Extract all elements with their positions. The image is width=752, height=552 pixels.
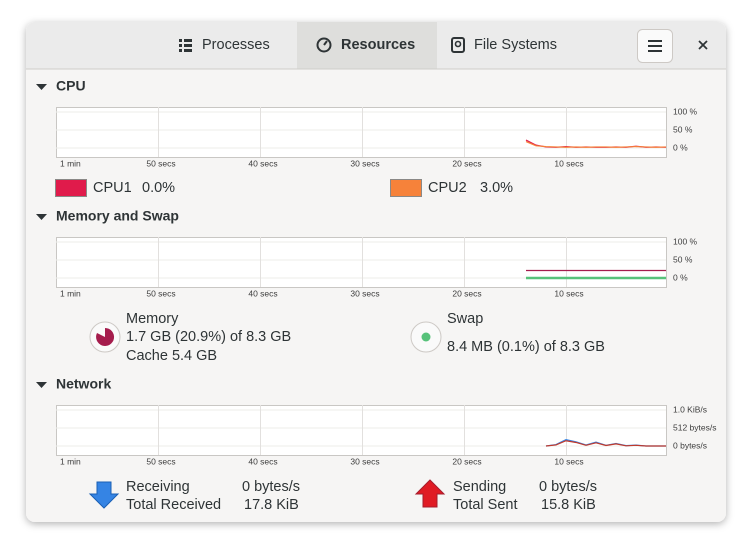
section-title: Memory and Swap (56, 208, 179, 224)
time-label: 1 min (60, 456, 81, 466)
time-label: 50 secs (146, 158, 175, 168)
tab[interactable]: Resources (341, 37, 415, 53)
cpu-usage: 3.0% (480, 180, 513, 196)
time-label: 30 secs (350, 288, 379, 298)
sending-rate: 0 bytes/s (539, 479, 597, 495)
series-line (525, 140, 667, 148)
active-tab-background (297, 22, 437, 69)
time-label: 20 secs (452, 158, 481, 168)
expander[interactable] (36, 382, 47, 388)
total-sent-label: Total Sent (453, 497, 518, 513)
memory-usage: 1.7 GB (20.9%) of 8.3 GB (126, 329, 291, 345)
time-label: 40 secs (248, 288, 277, 298)
time-label: 20 secs (452, 288, 481, 298)
time-label: 10 secs (554, 288, 583, 298)
tab[interactable]: File Systems (474, 37, 557, 53)
y-tick-label: 50 % (673, 124, 693, 134)
total-sent: 15.8 KiB (541, 497, 596, 513)
time-label: 50 secs (146, 456, 175, 466)
swap-label: Swap (447, 311, 483, 327)
y-tick-label: 1.0 KiB/s (673, 404, 707, 414)
graph-area (56, 405, 667, 456)
time-label: 10 secs (554, 158, 583, 168)
y-tick-label: 50 % (673, 254, 693, 264)
receiving-icon (88, 481, 120, 509)
expander[interactable] (36, 214, 47, 220)
receiving-rate: 0 bytes/s (242, 479, 300, 495)
cpu-usage: 0.0% (142, 180, 175, 196)
graph-area (56, 237, 667, 288)
time-label: 40 secs (248, 158, 277, 168)
section-title: CPU (56, 78, 86, 94)
tab[interactable]: Processes (202, 37, 270, 53)
resources-icon (316, 37, 332, 53)
time-label: 1 min (60, 288, 81, 298)
graph-area (56, 107, 667, 158)
y-tick-label: 100 % (673, 106, 698, 116)
section-title: Network (56, 376, 111, 392)
file-systems-icon (451, 37, 465, 53)
series-line (545, 440, 666, 447)
cpu-color-swatch[interactable] (390, 179, 422, 197)
total-received: 17.8 KiB (244, 497, 299, 513)
time-label: 30 secs (350, 158, 379, 168)
sending-icon (414, 479, 446, 508)
y-tick-label: 512 bytes/s (673, 422, 716, 432)
sending-label: Sending (453, 479, 506, 495)
swap-usage: 8.4 MB (0.1%) of 8.3 GB (447, 339, 605, 355)
total-received-label: Total Received (126, 497, 221, 513)
memory-icon (89, 321, 121, 353)
time-label: 10 secs (554, 456, 583, 466)
cpu-label: CPU2 (428, 180, 467, 196)
memory-cache: Cache 5.4 GB (126, 348, 217, 364)
y-tick-label: 0 bytes/s (673, 440, 707, 450)
cpu-color-swatch[interactable] (55, 179, 87, 197)
time-label: 40 secs (248, 456, 277, 466)
time-label: 50 secs (146, 288, 175, 298)
cpu-label: CPU1 (93, 180, 132, 196)
menu-button[interactable] (637, 29, 673, 63)
time-label: 30 secs (350, 456, 379, 466)
y-tick-label: 0 % (673, 142, 688, 152)
y-tick-label: 0 % (673, 272, 688, 282)
memory-label: Memory (126, 311, 179, 327)
time-label: 20 secs (452, 456, 481, 466)
y-tick-label: 100 % (673, 236, 698, 246)
processes-icon (179, 39, 192, 52)
time-label: 1 min (60, 158, 81, 168)
expander[interactable] (36, 84, 47, 90)
close-button[interactable] (698, 40, 708, 50)
swap-icon (410, 321, 442, 353)
receiving-label: Receiving (126, 479, 190, 495)
